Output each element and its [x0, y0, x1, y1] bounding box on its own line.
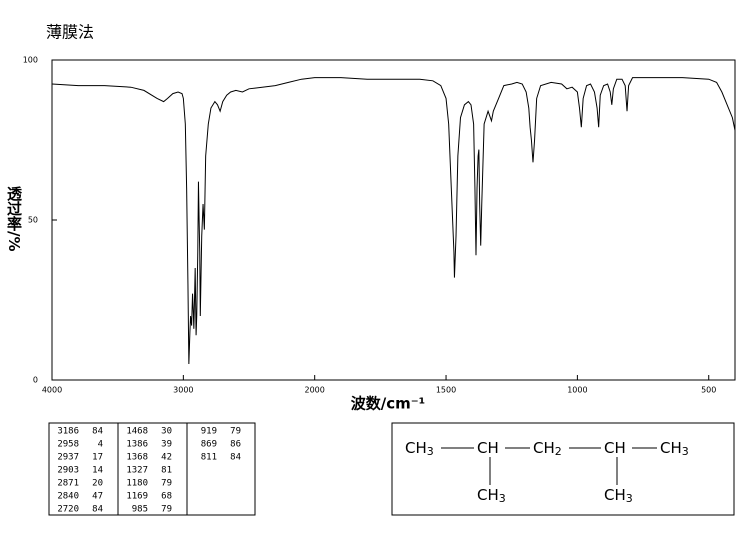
- group-symbol: CH: [477, 439, 499, 457]
- group-subscript: 3: [626, 492, 633, 505]
- peak-transmittance: 86: [230, 440, 241, 450]
- x-tick-label: 1000: [567, 386, 587, 395]
- peak-wavenumber: 919: [201, 427, 217, 437]
- peak-transmittance: 14: [92, 466, 103, 476]
- plot-frame: [51, 59, 736, 381]
- chart-title: 薄膜法: [46, 23, 94, 42]
- peak-transmittance: 47: [92, 492, 103, 502]
- group-symbol: CH: [477, 486, 499, 504]
- peak-wavenumber: 2840: [57, 492, 79, 502]
- y-axis-label: 透过率/%: [5, 186, 23, 252]
- x-tick-label: 1500: [436, 386, 456, 395]
- peak-wavenumber: 1327: [126, 466, 148, 476]
- peak-wavenumber: 1468: [126, 427, 148, 437]
- chain-group: CH: [604, 439, 626, 457]
- peak-wavenumber: 2937: [57, 453, 79, 463]
- group-symbol: CH: [604, 439, 626, 457]
- y-tick-label: 50: [28, 216, 38, 225]
- peak-transmittance: 79: [161, 479, 172, 489]
- y-tick-label: 100: [23, 56, 38, 65]
- group-symbol: CH: [660, 439, 682, 457]
- group-symbol: CH: [405, 439, 427, 457]
- peak-transmittance: 81: [161, 466, 172, 476]
- peak-transmittance: 79: [230, 427, 241, 437]
- peak-wavenumber: 869: [201, 440, 217, 450]
- x-axis-label: 波数/cm⁻¹: [351, 395, 426, 413]
- peak-wavenumber: 2720: [57, 505, 79, 515]
- chain-group: CH2: [533, 439, 562, 459]
- peak-table-frame: [48, 422, 256, 516]
- peak-wavenumber: 1368: [126, 453, 148, 463]
- peak-wavenumber: 1180: [126, 479, 148, 489]
- peak-wavenumber: 1386: [126, 440, 148, 450]
- structure-frame: [391, 422, 735, 516]
- x-tick-label: 3000: [173, 386, 193, 395]
- peak-transmittance: 42: [161, 453, 172, 463]
- peak-transmittance: 4: [98, 440, 103, 450]
- peak-transmittance: 84: [92, 505, 103, 515]
- branch-group: CH3: [604, 486, 633, 506]
- group-symbol: CH: [533, 439, 555, 457]
- chain-group: CH3: [660, 439, 689, 459]
- group-subscript: 3: [499, 492, 506, 505]
- peak-wavenumber: 3186: [57, 427, 79, 437]
- branch-group: CH3: [477, 486, 506, 506]
- spectrum-line: [51, 77, 736, 365]
- peak-transmittance: 79: [161, 505, 172, 515]
- peak-wavenumber: 985: [132, 505, 148, 515]
- y-tick-label: 0: [33, 376, 38, 385]
- group-subscript: 3: [682, 445, 689, 458]
- peak-transmittance: 84: [92, 427, 103, 437]
- peak-wavenumber: 2958: [57, 440, 79, 450]
- peak-transmittance: 39: [161, 440, 172, 450]
- chain-group: CH: [477, 439, 499, 457]
- peak-transmittance: 84: [230, 453, 241, 463]
- peak-transmittance: 68: [161, 492, 172, 502]
- peak-wavenumber: 1169: [126, 492, 148, 502]
- group-symbol: CH: [604, 486, 626, 504]
- peak-wavenumber: 2903: [57, 466, 79, 476]
- peak-transmittance: 20: [92, 479, 103, 489]
- group-subscript: 3: [427, 445, 434, 458]
- x-tick-label: 4000: [42, 386, 62, 395]
- peak-wavenumber: 811: [201, 453, 217, 463]
- x-tick-label: 500: [701, 386, 716, 395]
- peak-transmittance: 17: [92, 453, 103, 463]
- peak-transmittance: 30: [161, 427, 172, 437]
- chain-group: CH3: [405, 439, 434, 459]
- peak-wavenumber: 2871: [57, 479, 79, 489]
- x-tick-label: 2000: [305, 386, 325, 395]
- group-subscript: 2: [555, 445, 562, 458]
